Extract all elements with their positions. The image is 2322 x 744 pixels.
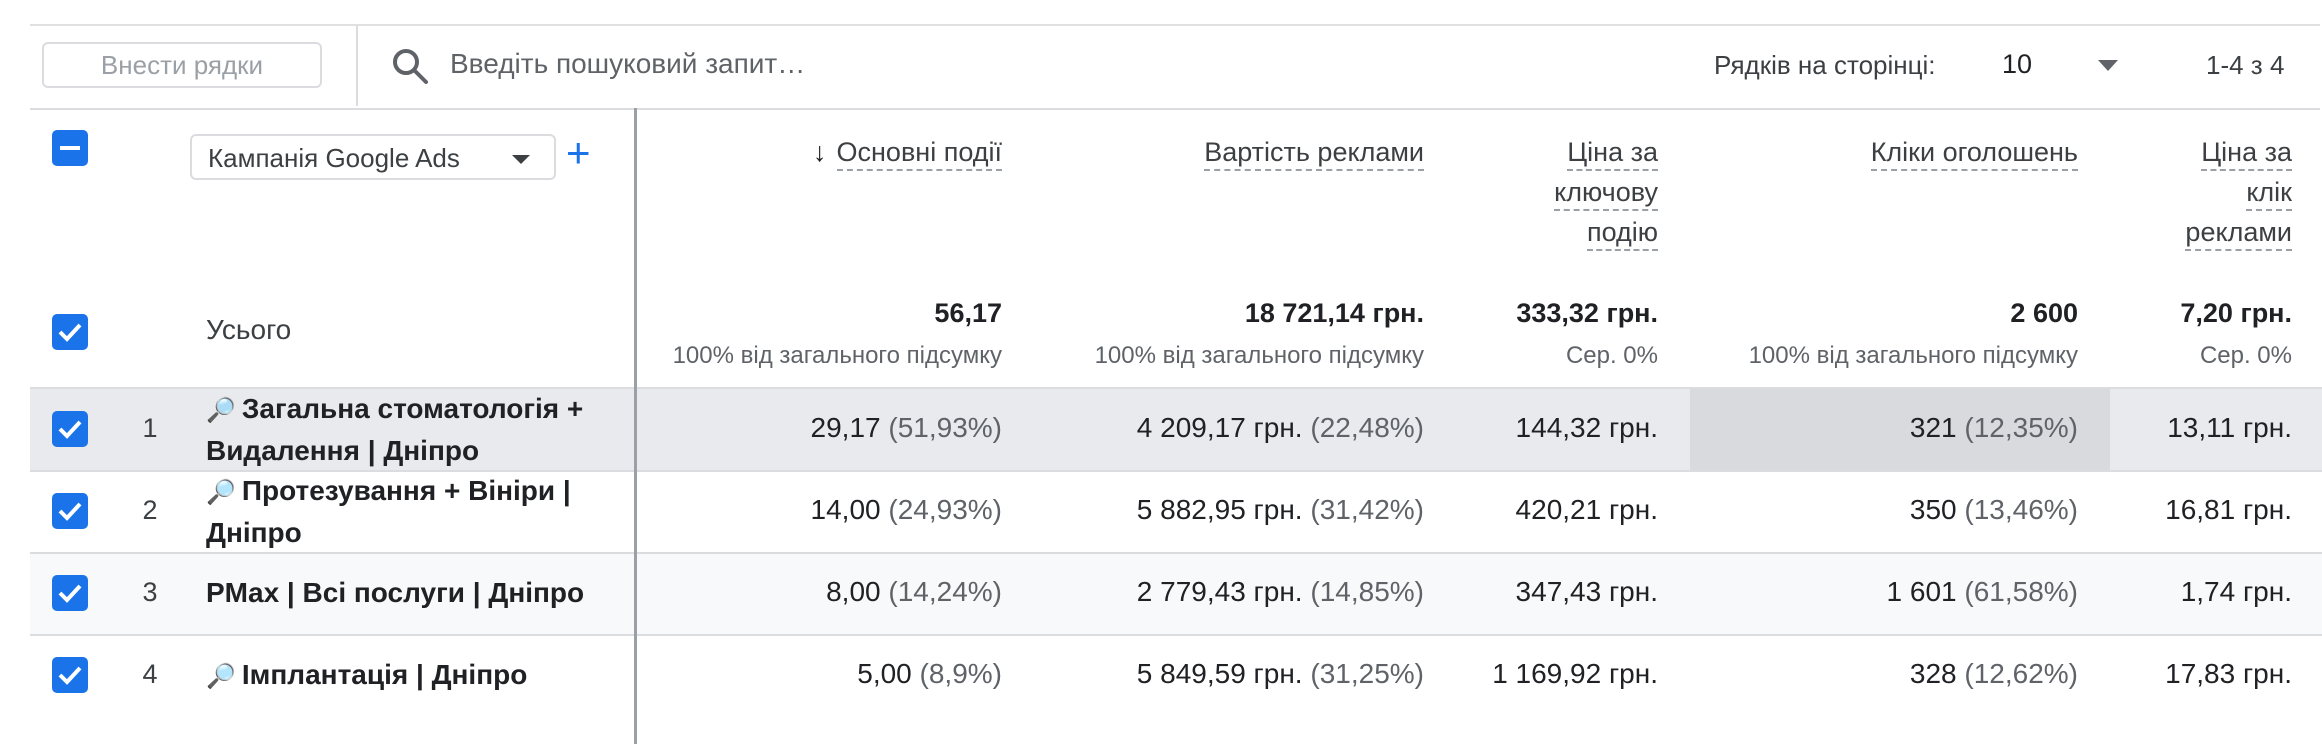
search-input[interactable]: Введіть пошуковий запит… <box>450 48 806 79</box>
cell-key-events: 5,00 (8,9%) <box>857 658 1002 689</box>
row-number: 2 <box>142 495 158 525</box>
row-checkbox[interactable] <box>52 493 88 529</box>
cell-cost-per-click: 17,83 грн. <box>2165 658 2292 689</box>
cell-key-events: 14,00 (24,93%) <box>810 494 1002 525</box>
totals-checkbox[interactable] <box>52 314 88 350</box>
row-number: 1 <box>142 413 158 443</box>
total-key-events-share: 100% від загального підсумку <box>672 342 1002 369</box>
table-toolbar <box>30 24 2320 110</box>
totals-label: Усього <box>206 314 292 345</box>
cell-cost-per-key-event: 347,43 грн. <box>1515 576 1658 607</box>
cell-cost-per-key-event: 420,21 грн. <box>1515 494 1658 525</box>
row-number: 3 <box>142 577 158 607</box>
dimension-select[interactable]: Кампанія Google Ads <box>190 134 556 180</box>
caret-down-icon <box>512 155 530 164</box>
hovered-cell <box>1690 388 2110 470</box>
search-campaign-icon: 🔎 <box>206 663 236 690</box>
cell-ad-clicks: 328 (12,62%) <box>1909 658 2078 689</box>
cell-ad-clicks: 1 601 (61,58%) <box>1886 576 2078 607</box>
cell-cost-per-click: 1,74 грн. <box>2180 576 2292 607</box>
search-icon[interactable] <box>388 44 432 88</box>
column-header-cost-per-key-event[interactable]: Ціна за ключову подію <box>1438 132 1658 252</box>
frozen-column-divider <box>634 108 637 744</box>
row-divider <box>30 387 2322 389</box>
total-ad-cost: 18 721,14 грн. <box>1244 298 1424 328</box>
column-header-cost-per-click[interactable]: Ціна за клік реклами <box>2112 132 2292 252</box>
row-divider <box>30 634 2322 636</box>
row-divider <box>30 470 2322 472</box>
cell-cost-per-click: 13,11 грн. <box>2167 412 2292 443</box>
column-header-ad-cost[interactable]: Вартість реклами <box>1044 132 1424 172</box>
cell-ad-cost: 5 849,59 грн. (31,25%) <box>1136 658 1424 689</box>
search-campaign-icon: 🔎 <box>206 397 236 424</box>
campaign-name-link[interactable]: 🔎 Імплантація | Дніпро <box>206 659 528 690</box>
table-row-alt <box>30 552 2322 634</box>
chevron-down-icon[interactable] <box>2098 60 2118 71</box>
cell-ad-clicks: 350 (13,46%) <box>1909 494 2078 525</box>
campaign-name-link[interactable]: 🔎 Загальна стоматологія + Видалення | Дніп… <box>206 393 584 466</box>
cell-key-events: 29,17 (51,93%) <box>810 412 1002 443</box>
cell-ad-cost: 5 882,95 грн. (31,42%) <box>1136 494 1424 525</box>
row-checkbox[interactable] <box>52 657 88 693</box>
row-divider <box>30 552 2322 554</box>
column-header-key-events[interactable]: ↓ Основні події <box>622 132 1002 172</box>
search-campaign-icon: 🔎 <box>206 479 236 506</box>
pagination-range: 1-4 з 4 <box>2206 50 2285 80</box>
cell-ad-cost: 2 779,43 грн. (14,85%) <box>1136 576 1424 607</box>
row-number: 4 <box>142 659 158 689</box>
total-ad-cost-share: 100% від загального підсумку <box>1094 342 1424 369</box>
total-ad-clicks: 2 600 <box>2010 298 2078 328</box>
dimension-label: Кампанія Google Ads <box>208 143 460 173</box>
total-ad-clicks-share: 100% від загального підсумку <box>1748 342 2078 369</box>
select-all-checkbox[interactable] <box>52 130 88 166</box>
rows-per-page-select[interactable]: 10 <box>2002 49 2033 79</box>
cell-key-events: 8,00 (14,24%) <box>826 576 1002 607</box>
total-cost-per-click-avg: Сер. 0% <box>2199 342 2292 369</box>
campaign-name-link[interactable]: 🔎 Протезування + Вініри | Дніпро <box>206 475 571 548</box>
add-dimension-icon[interactable]: + <box>566 129 591 176</box>
arrow-down-icon: ↓ <box>813 137 827 167</box>
rows-per-page-label: Рядків на сторінці: <box>1714 50 1936 80</box>
column-header-ad-clicks[interactable]: Кліки оголошень <box>1698 132 2078 172</box>
cell-cost-per-click: 16,81 грн. <box>2165 494 2292 525</box>
cell-ad-clicks: 321 (12,35%) <box>1909 412 2078 443</box>
cell-cost-per-key-event: 144,32 грн. <box>1515 412 1658 443</box>
cell-ad-cost: 4 209,17 грн. (22,48%) <box>1136 412 1424 443</box>
total-key-events: 56,17 <box>934 298 1002 328</box>
campaign-name-link[interactable]: PMax | Всі послуги | Дніпро <box>206 577 585 608</box>
total-cost-per-key-event-avg: Сер. 0% <box>1565 342 1658 369</box>
row-checkbox[interactable] <box>52 575 88 611</box>
row-checkbox[interactable] <box>52 411 88 447</box>
add-rows-button[interactable]: Внести рядки <box>42 42 322 88</box>
total-cost-per-click: 7,20 грн. <box>2180 298 2292 328</box>
cell-cost-per-key-event: 1 169,92 грн. <box>1492 658 1658 689</box>
total-cost-per-key-event: 333,32 грн. <box>1516 298 1658 328</box>
toolbar-divider <box>356 26 358 106</box>
